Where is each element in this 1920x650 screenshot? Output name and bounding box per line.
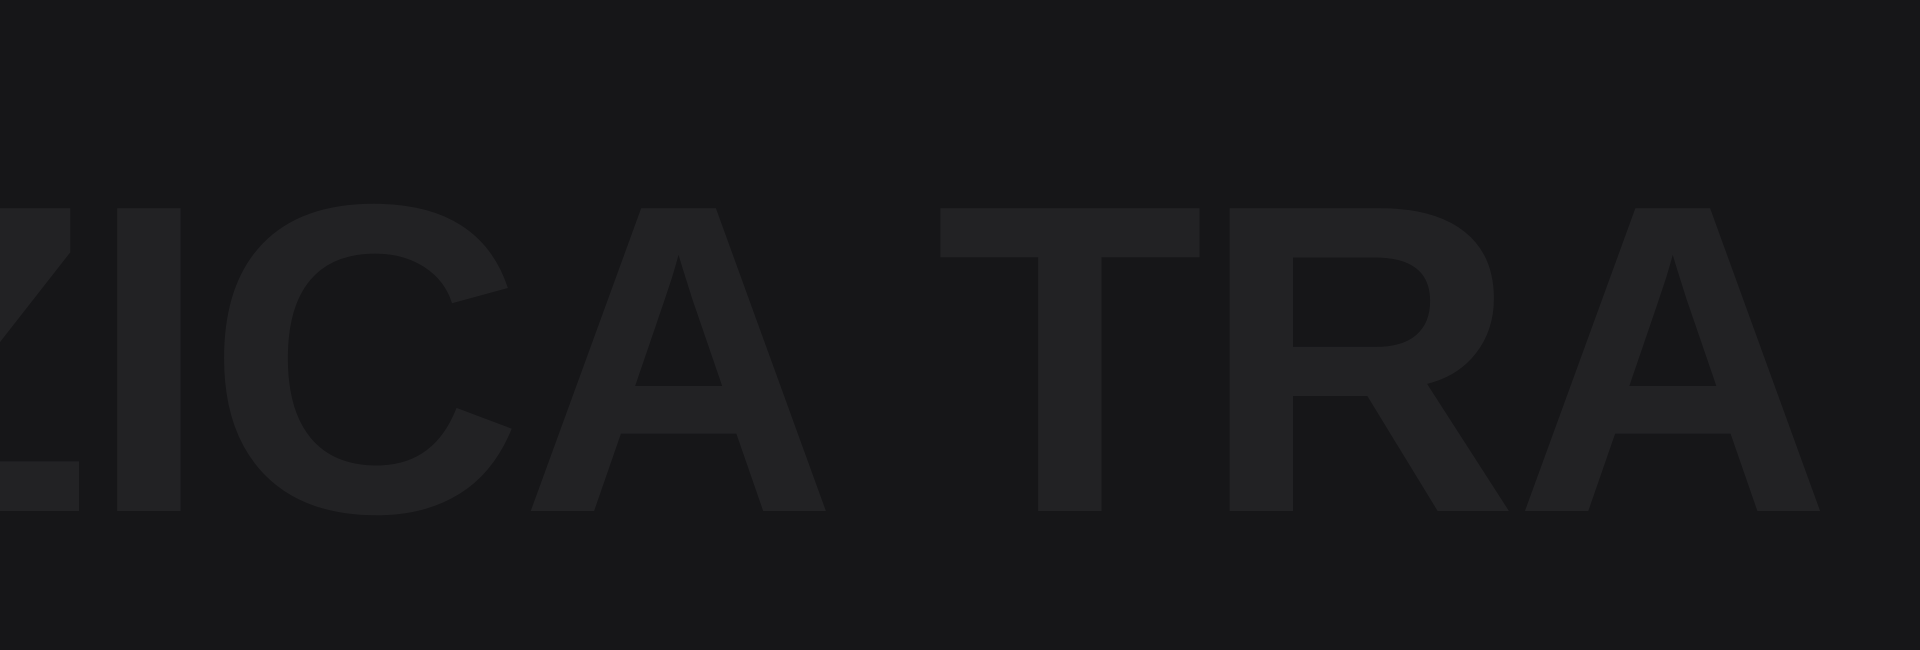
hero-background-text: ZICA TRA xyxy=(0,114,1832,605)
